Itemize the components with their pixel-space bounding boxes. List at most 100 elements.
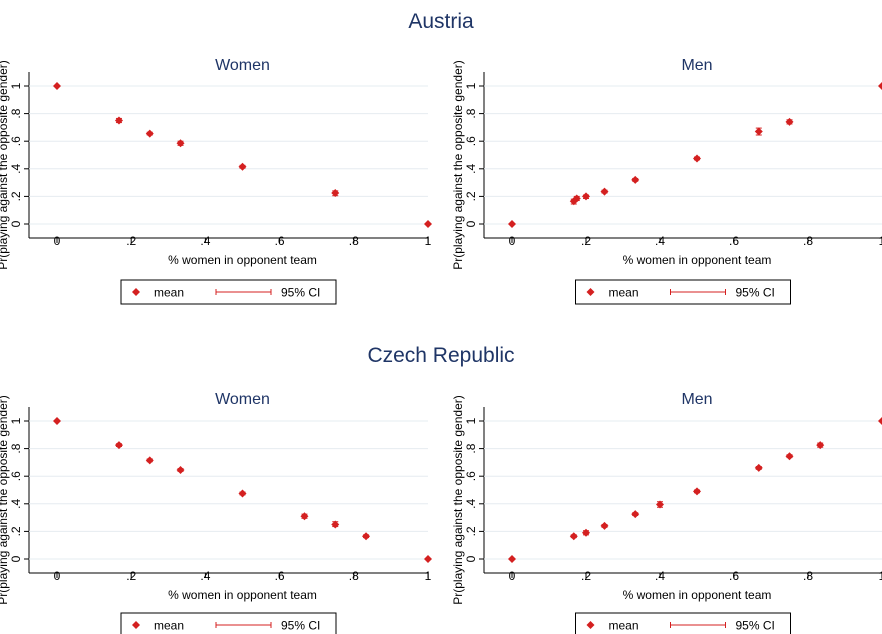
mean-point	[878, 82, 882, 90]
y-tick-label: .8	[464, 443, 478, 453]
legend-box	[575, 612, 791, 634]
mean-point	[785, 117, 794, 126]
x-tick-label: .6	[275, 569, 285, 583]
y-tick-label: .4	[464, 163, 478, 173]
x-tick-label: .4	[200, 569, 210, 583]
y-tick-label: 0	[464, 220, 478, 227]
y-tick-label: .8	[9, 108, 23, 118]
x-tick-label: .4	[200, 234, 210, 248]
mean-point	[631, 510, 640, 519]
mean-point	[582, 528, 590, 537]
y-tick-label: .6	[464, 471, 478, 481]
panel-title: Men	[681, 57, 712, 74]
x-tick-label: 1	[879, 234, 882, 248]
mean-point	[238, 489, 247, 498]
mean-point	[754, 127, 763, 136]
legend-mean-label: mean	[609, 619, 639, 633]
mean-point	[145, 456, 154, 465]
mean-point	[631, 175, 640, 184]
mean-point	[362, 532, 371, 541]
y-tick-label: .4	[9, 163, 23, 173]
mean-point	[508, 220, 516, 228]
mean-point	[424, 220, 432, 228]
mean-point	[331, 188, 340, 197]
y-tick-label: 1	[464, 82, 478, 89]
mean-point	[693, 487, 701, 496]
mean-point	[145, 129, 154, 138]
y-tick-label: .8	[9, 443, 23, 453]
legend-ci-label: 95% CI	[281, 619, 320, 633]
legend-ci-label: 95% CI	[736, 286, 775, 300]
x-tick-label: .4	[655, 569, 665, 583]
legend: mean 95% CI	[575, 279, 791, 305]
y-tick-label: .2	[464, 191, 478, 201]
x-tick-label: 0	[54, 569, 61, 583]
group-title-czech-republic: Czech Republic	[367, 344, 514, 367]
mean-point	[600, 187, 609, 196]
legend-mean-marker	[132, 621, 140, 629]
legend: mean 95% CI	[575, 612, 791, 634]
y-axis-label: Pr(playing against the opposite gender)	[0, 395, 10, 604]
x-tick-label: 1	[879, 569, 882, 583]
x-axis-label: % women in opponent team	[623, 253, 772, 267]
y-tick-label: .6	[9, 471, 23, 481]
panel-title: Men	[681, 391, 712, 408]
x-tick-label: .2	[126, 569, 136, 583]
mean-point	[176, 465, 185, 474]
y-tick-label: 1	[464, 417, 478, 424]
legend-mean-marker	[132, 288, 140, 296]
y-tick-label: .4	[464, 498, 478, 508]
y-axis-label: Pr(playing against the opposite gender)	[0, 60, 10, 269]
x-tick-label: .8	[349, 234, 359, 248]
mean-point	[656, 500, 664, 509]
legend-box	[120, 612, 337, 634]
x-axis-label: % women in opponent team	[168, 588, 317, 602]
mean-point	[754, 463, 763, 472]
mean-point	[238, 162, 247, 171]
mean-point	[582, 192, 590, 201]
panel-title: Women	[215, 57, 270, 74]
x-tick-label: .2	[581, 234, 591, 248]
x-tick-label: 0	[509, 234, 516, 248]
y-axis-label: Pr(playing against the opposite gender)	[451, 395, 465, 604]
x-tick-label: .6	[275, 234, 285, 248]
y-tick-label: 0	[464, 555, 478, 562]
x-tick-label: .2	[126, 234, 136, 248]
legend-mean-marker	[586, 288, 595, 296]
x-tick-label: .6	[729, 569, 739, 583]
mean-point	[816, 441, 825, 450]
chart-panel-2: Women 0 .2 .4 .6 .8 1 0 .2 .4 .6 .8 1 % women in oppo…	[0, 391, 432, 634]
y-tick-label: .2	[9, 191, 23, 201]
legend-mean-label: mean	[609, 286, 639, 300]
legend-mean-label: mean	[154, 286, 184, 300]
x-tick-label: 0	[509, 569, 516, 583]
mean-point	[114, 441, 123, 450]
group-title-austria: Austria	[408, 10, 474, 33]
y-axis-label: Pr(playing against the opposite gender)	[451, 60, 465, 269]
chart-panel-1: Men 0 .2 .4 .6 .8 1 0 .2 .4 .6 .8 1 % women in oppone…	[451, 57, 882, 305]
mean-point	[878, 417, 882, 425]
chart-panel-3: Men 0 .2 .4 .6 .8 1 0 .2 .4 .6 .8 1 % women in oppone…	[451, 391, 882, 634]
x-tick-label: 0	[54, 234, 61, 248]
x-tick-label: .2	[581, 569, 591, 583]
x-tick-label: 1	[425, 569, 432, 583]
x-tick-label: .8	[803, 569, 813, 583]
mean-point	[785, 452, 794, 461]
panels: Women 0 .2 .4 .6 .8 1 0 .2 .4 .6 .8 1 % women in oppo…	[0, 57, 882, 634]
mean-point	[331, 520, 340, 529]
mean-point	[424, 555, 432, 563]
mean-point	[300, 512, 309, 521]
x-tick-label: .4	[655, 234, 665, 248]
legend-mean-label: mean	[154, 619, 184, 633]
x-axis-label: % women in opponent team	[168, 253, 317, 267]
legend-ci-label: 95% CI	[281, 286, 320, 300]
mean-point	[569, 532, 578, 541]
mean-point	[572, 194, 581, 203]
mean-point	[693, 154, 701, 163]
y-tick-label: .2	[464, 526, 478, 536]
panel-title: Women	[215, 391, 270, 408]
x-tick-label: .8	[803, 234, 813, 248]
y-tick-label: 0	[9, 555, 23, 562]
legend-mean-marker	[586, 621, 595, 629]
x-tick-label: .6	[729, 234, 739, 248]
